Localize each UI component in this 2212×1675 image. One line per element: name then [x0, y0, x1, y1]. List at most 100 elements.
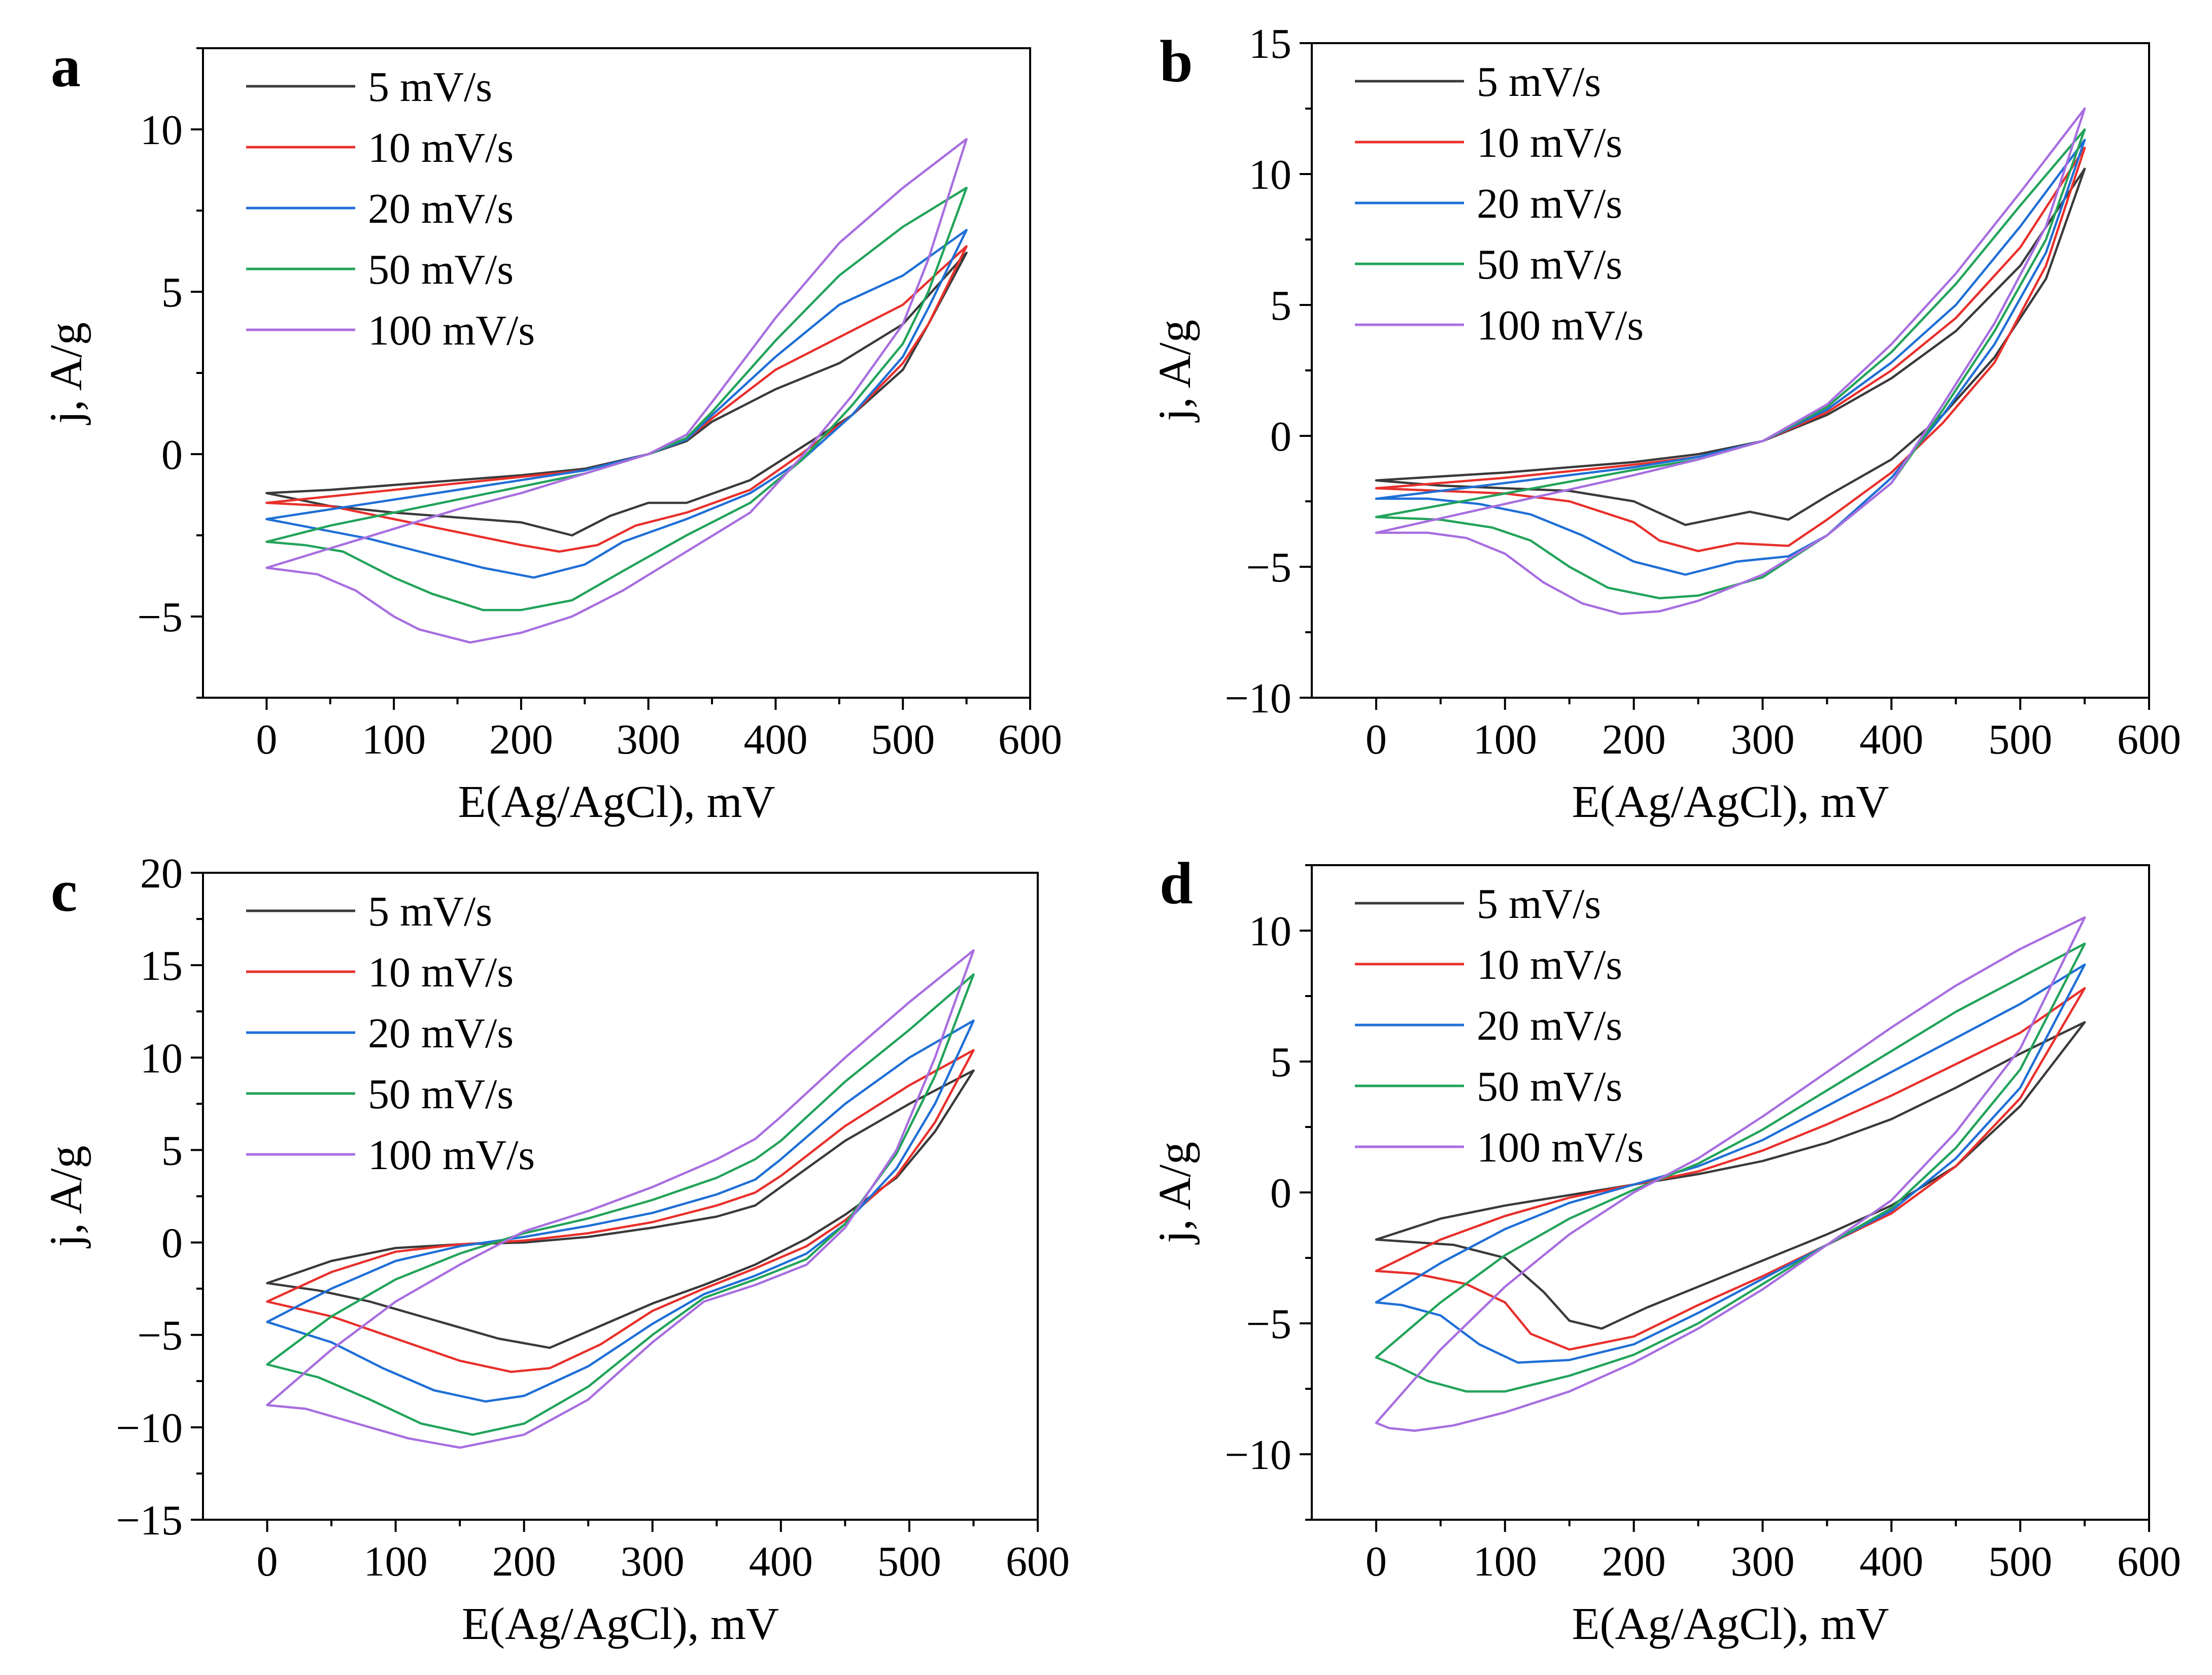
y-tick-label-c: −15 [116, 1497, 183, 1544]
legend-d: 5 mV/s 10 mV/s 20 mV/s 50 mV/s 100 mV/s [1355, 880, 1644, 1171]
y-tick-label-a: 10 [140, 107, 183, 154]
panel-letter-d: d [1160, 850, 1193, 916]
series-line-a-2 [265, 229, 968, 579]
x-axis-title-c: E(Ag/AgCl), mV [462, 1599, 779, 1649]
legend-b: 5 mV/s 10 mV/s 20 mV/s 50 mV/s 100 mV/s [1355, 58, 1644, 349]
legend-label-b-3: 50 mV/s [1477, 241, 1622, 288]
legend-a: 5 mV/s 10 mV/s 20 mV/s 50 mV/s 100 mV/s [246, 63, 535, 354]
series-line-c-0 [266, 1069, 975, 1349]
x-tick-label-b: 400 [1859, 716, 1923, 763]
legend-label-d-3: 50 mV/s [1477, 1063, 1622, 1110]
y-tick-label-d: 10 [1249, 908, 1291, 955]
series-line-a-4 [265, 138, 968, 644]
series-line-c-2 [266, 1019, 975, 1403]
x-tick-label-c: 500 [877, 1538, 941, 1585]
y-tick-label-c: −5 [138, 1312, 183, 1359]
x-tick-label-d: 200 [1602, 1538, 1666, 1585]
x-tick-label-d: 0 [1366, 1538, 1387, 1585]
legend-label-b-2: 20 mV/s [1477, 180, 1622, 227]
legend-label-d-4: 100 mV/s [1477, 1124, 1644, 1171]
y-tick-label-d: 0 [1270, 1170, 1291, 1217]
y-axis-title-b: j, A/g [1150, 320, 1200, 423]
series-line-d-4 [1375, 916, 2086, 1432]
x-tick-label-c: 200 [492, 1538, 556, 1585]
y-tick-label-a: 0 [161, 431, 183, 478]
x-tick-label-b: 0 [1366, 716, 1387, 763]
y-tick-label-b: −5 [1246, 544, 1291, 591]
series-line-a-0 [265, 251, 968, 537]
legend-label-c-2: 20 mV/s [368, 1010, 514, 1057]
curves-d [1375, 916, 2086, 1432]
x-tick-label-c: 0 [257, 1538, 278, 1585]
x-tick-label-b: 200 [1602, 716, 1666, 763]
legend-label-a-4: 100 mV/s [368, 307, 535, 354]
series-line-d-2 [1375, 963, 2086, 1364]
legend-label-d-0: 5 mV/s [1477, 880, 1601, 928]
x-tick-label-c: 600 [1006, 1538, 1070, 1585]
y-tick-label-d: 5 [1270, 1039, 1291, 1086]
legend-label-b-1: 10 mV/s [1477, 119, 1622, 166]
y-tick-label-c: 15 [140, 942, 183, 989]
series-line-c-4 [266, 949, 975, 1449]
y-tick-label-c: 0 [161, 1220, 183, 1267]
legend-c: 5 mV/s 10 mV/s 20 mV/s 50 mV/s 100 mV/s [246, 888, 535, 1179]
curves-b [1375, 107, 2086, 616]
panel-letter-c: c [51, 858, 77, 924]
x-tick-label-a: 100 [362, 716, 426, 763]
curves-c [266, 949, 975, 1449]
y-tick-label-c: 10 [140, 1035, 183, 1082]
panel-letter-b: b [1160, 28, 1193, 94]
legend-label-c-0: 5 mV/s [368, 888, 492, 935]
legend-label-a-1: 10 mV/s [368, 124, 514, 172]
x-tick-label-d: 400 [1859, 1538, 1923, 1585]
y-tick-label-c: −10 [116, 1405, 183, 1452]
x-tick-label-a: 600 [998, 716, 1062, 763]
y-tick-label-b: 0 [1270, 413, 1291, 460]
x-tick-label-d: 300 [1730, 1538, 1794, 1585]
legend-label-c-4: 100 mV/s [368, 1132, 535, 1179]
x-tick-label-d: 500 [1988, 1538, 2052, 1585]
legend-label-a-3: 50 mV/s [368, 246, 514, 293]
panel-a: a 0 100 200 300 400 500 600 −5 0 5 10 E(Ag/AgCl), mV… [41, 33, 1062, 827]
series-line-a-1 [265, 245, 968, 553]
y-axis-title-a: j, A/g [41, 322, 91, 425]
legend-label-c-1: 10 mV/s [368, 949, 514, 996]
y-tick-label-c: 20 [140, 850, 183, 897]
legend-label-a-2: 20 mV/s [368, 185, 514, 232]
y-tick-label-a: −5 [138, 594, 183, 641]
x-tick-label-a: 0 [256, 716, 277, 763]
panel-c: c 0 100 200 300 400 500 600 −15 −10 −5 0 5 10 15 20 E(Ag… [41, 850, 1070, 1649]
y-tick-label-d: −10 [1225, 1431, 1291, 1479]
x-axis-title-b: E(Ag/AgCl), mV [1572, 777, 1889, 827]
y-tick-label-b: −10 [1225, 675, 1291, 722]
series-line-a-3 [265, 186, 968, 611]
y-axis-title-c: j, A/g [41, 1145, 91, 1248]
legend-label-b-0: 5 mV/s [1477, 58, 1601, 106]
x-axis-title-a: E(Ag/AgCl), mV [458, 777, 775, 827]
curves-a [265, 138, 968, 644]
legend-label-b-4: 100 mV/s [1477, 302, 1644, 349]
panel-letter-a: a [51, 33, 81, 99]
x-tick-label-d: 100 [1473, 1538, 1537, 1585]
x-tick-label-c: 400 [749, 1538, 813, 1585]
y-tick-label-b: 5 [1270, 282, 1291, 329]
x-tick-label-a: 300 [617, 716, 680, 763]
y-axis-title-d: j, A/g [1150, 1142, 1200, 1245]
panel-d: d 0 100 200 300 400 500 600 −10 −5 0 5 10 E(Ag/AgCl),… [1150, 850, 2181, 1649]
x-tick-label-b: 600 [2117, 716, 2181, 763]
x-tick-label-d: 600 [2117, 1538, 2181, 1585]
plot-frame-a [202, 47, 1031, 699]
y-tick-label-b: 15 [1249, 20, 1291, 67]
y-tick-label-a: 5 [161, 269, 183, 316]
x-tick-label-c: 100 [364, 1538, 428, 1585]
panel-b: b 0 100 200 300 400 500 600 −10 −5 0 5 10 15 E(Ag/AgCl… [1150, 20, 2181, 827]
x-tick-label-a: 500 [871, 716, 935, 763]
series-line-b-4 [1375, 107, 2086, 616]
x-tick-label-b: 500 [1988, 716, 2052, 763]
y-tick-label-d: −5 [1246, 1301, 1291, 1348]
y-tick-label-b: 10 [1249, 151, 1291, 198]
x-tick-label-a: 200 [489, 716, 553, 763]
legend-label-c-3: 50 mV/s [368, 1071, 514, 1118]
plot-frame-c [202, 872, 1039, 1521]
